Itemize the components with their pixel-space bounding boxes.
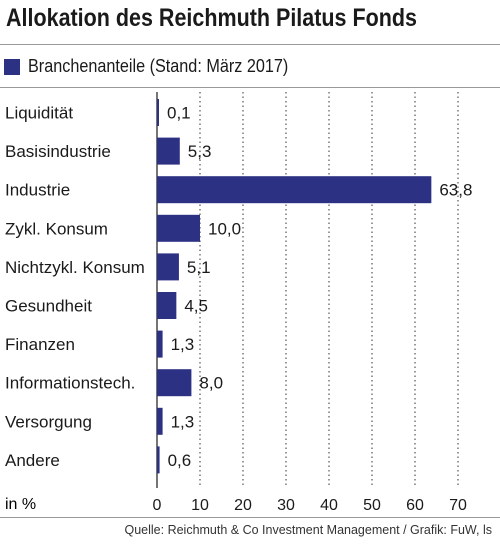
category-label: Zykl. Konsum bbox=[5, 219, 108, 238]
title-divider bbox=[0, 44, 500, 45]
bar bbox=[157, 369, 192, 397]
value-label: 10,0 bbox=[208, 219, 241, 238]
value-label: 4,5 bbox=[184, 297, 208, 316]
category-labels: Liquidität Basisindustrie Industrie Zykl. K… bbox=[5, 104, 145, 470]
footer-divider bbox=[0, 517, 500, 518]
value-label: 0,1 bbox=[167, 104, 191, 123]
x-tick-label: 70 bbox=[449, 497, 467, 514]
category-label: Finanzen bbox=[5, 335, 75, 354]
bar bbox=[157, 176, 432, 204]
x-tick-label: 20 bbox=[234, 497, 252, 514]
value-label: 8,0 bbox=[199, 374, 223, 393]
value-label: 5,1 bbox=[187, 258, 211, 277]
value-label: 0,6 bbox=[168, 451, 192, 470]
x-tick-label: 60 bbox=[406, 497, 424, 514]
value-label: 1,3 bbox=[171, 412, 195, 431]
bar bbox=[157, 253, 179, 281]
x-axis-label: in % bbox=[5, 496, 36, 513]
source-note: Quelle: Reichmuth & Co Investment Manage… bbox=[124, 523, 492, 537]
x-tick-labels: 0 10 20 30 40 50 60 70 bbox=[153, 497, 467, 514]
bars bbox=[157, 99, 432, 474]
legend-swatch bbox=[4, 58, 20, 75]
bar bbox=[157, 446, 160, 474]
bar bbox=[157, 292, 177, 319]
x-tick-label: 0 bbox=[153, 497, 162, 514]
x-tick-label: 40 bbox=[320, 497, 338, 514]
category-label: Industrie bbox=[5, 181, 70, 200]
category-label: Versorgung bbox=[5, 412, 92, 431]
grid-lines bbox=[156, 92, 459, 488]
category-label: Nichtzykl. Konsum bbox=[5, 258, 145, 277]
legend-label: Branchenanteile (Stand: März 2017) bbox=[28, 56, 289, 76]
value-label: 1,3 bbox=[171, 335, 195, 354]
value-label: 63,8 bbox=[439, 181, 472, 200]
chart-title: Allokation des Reichmuth Pilatus Fonds bbox=[6, 4, 417, 32]
bar bbox=[157, 407, 163, 435]
bar-chart: Liquidität Basisindustrie Industrie Zykl. K… bbox=[5, 92, 472, 514]
x-tick-label: 30 bbox=[277, 497, 295, 514]
category-label: Liquidität bbox=[5, 104, 73, 123]
x-tick-label: 50 bbox=[363, 497, 381, 514]
bar bbox=[157, 330, 163, 358]
category-label: Gesundheit bbox=[5, 297, 92, 316]
legend-divider bbox=[0, 87, 500, 88]
bar bbox=[157, 99, 159, 126]
x-tick-label: 10 bbox=[191, 497, 209, 514]
bar bbox=[157, 214, 200, 242]
category-label: Basisindustrie bbox=[5, 142, 111, 161]
category-label: Informationstech. bbox=[5, 374, 135, 393]
value-labels: 0,15,363,810,05,14,51,38,01,30,6 bbox=[167, 104, 472, 470]
legend: Branchenanteile (Stand: März 2017) bbox=[4, 56, 317, 77]
value-label: 5,3 bbox=[188, 142, 212, 161]
category-label: Andere bbox=[5, 451, 60, 470]
bar bbox=[157, 137, 180, 165]
